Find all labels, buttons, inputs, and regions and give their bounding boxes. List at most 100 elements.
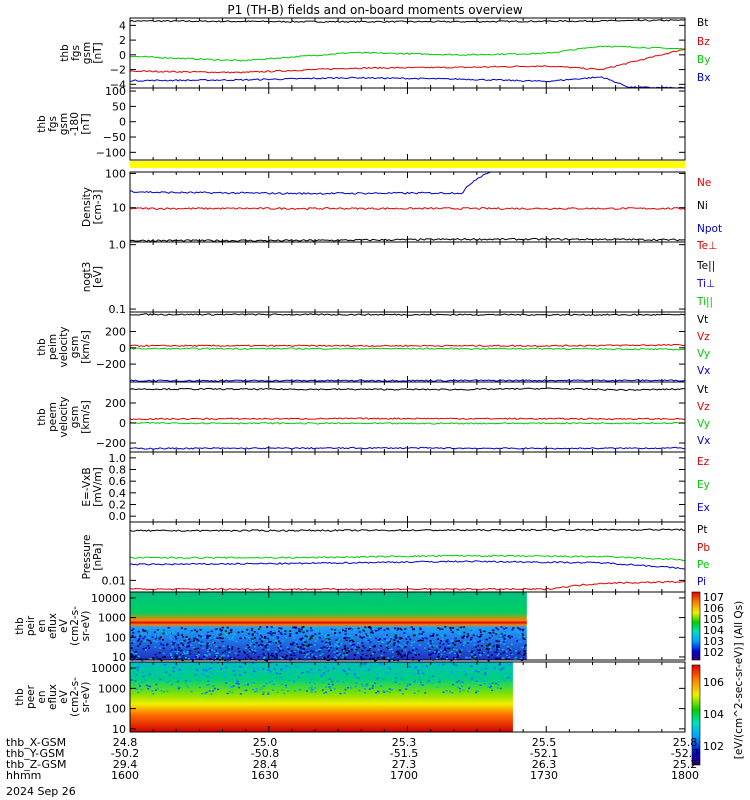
spectrogram-pixel	[424, 692, 427, 694]
spectrogram-pixel	[351, 645, 354, 648]
spectrogram-pixel	[485, 680, 488, 682]
spectrogram-pixel	[141, 681, 143, 683]
spectrogram-pixel	[480, 678, 483, 680]
spectrogram-pixel	[413, 666, 416, 668]
spectrogram-pixel	[144, 649, 147, 651]
spectrogram-pixel	[219, 657, 222, 659]
spectrogram-pixel	[247, 632, 250, 635]
spectrogram-pixel	[458, 632, 461, 634]
spectrogram-pixel	[133, 641, 136, 643]
spectrogram-pixel	[214, 655, 216, 658]
spectrogram-pixel	[522, 628, 525, 631]
spectrogram-pixel	[251, 638, 254, 641]
spectrogram-pixel	[429, 645, 432, 647]
spectrogram-pixel	[518, 628, 521, 630]
spectrogram-pixel	[138, 676, 141, 679]
spectrogram-pixel	[254, 690, 256, 693]
peir_spectrogram-image	[130, 592, 527, 660]
spectrogram-pixel	[332, 631, 334, 633]
spectrogram-pixel	[147, 636, 150, 639]
spectrogram-pixel	[367, 626, 370, 629]
spectrogram-pixel	[267, 632, 270, 634]
spectrogram-pixel	[291, 644, 294, 646]
spectrogram-pixel	[444, 634, 447, 637]
spectrogram-pixel	[499, 669, 502, 671]
spectrogram-pixel	[281, 649, 284, 652]
spectrogram-pixel	[468, 665, 471, 668]
spectrogram-pixel	[151, 670, 154, 673]
ylabel-line: [nPa]	[92, 543, 104, 570]
spectrogram-pixel	[277, 656, 280, 659]
spectrogram-pixel	[201, 693, 204, 695]
spectrogram-pixel	[488, 630, 491, 633]
spectrogram-pixel	[404, 635, 407, 637]
spectrogram-pixel	[467, 640, 470, 643]
spectrogram-pixel	[289, 658, 292, 660]
ephemeris-value: 24.8	[113, 736, 138, 749]
spectrogram-pixel	[221, 651, 224, 654]
spectrogram-pixel	[394, 627, 396, 630]
spectrogram-pixel	[306, 651, 309, 653]
spectrogram-pixel	[307, 645, 310, 647]
spectrogram-pixel	[135, 674, 138, 676]
fgs_gsm-series-Bz	[129, 48, 686, 74]
peer_spectrogram-ylabel: thb peer en eflux eV (cm2-s-sr-eV)	[14, 677, 92, 717]
spectrogram-pixel	[154, 635, 157, 637]
spectrogram-pixel	[359, 635, 362, 638]
spectrogram-pixel	[463, 626, 466, 628]
spectrogram-pixel	[304, 635, 307, 637]
spectrogram-pixel	[199, 629, 202, 631]
spectrogram-pixel	[510, 635, 513, 638]
spectrogram-pixel	[408, 665, 411, 668]
spectrogram-pixel	[470, 628, 473, 630]
spectrogram-pixel	[448, 644, 451, 646]
spectrogram-pixel	[259, 688, 262, 691]
spectrogram-pixel	[514, 628, 517, 631]
spectrogram-pixel	[250, 629, 253, 632]
spectrogram-pixel	[476, 660, 479, 662]
spectrogram-pixel	[130, 647, 133, 649]
spectrogram-pixel	[380, 685, 382, 687]
spectrogram-pixel	[358, 642, 361, 645]
spectrogram-pixel	[295, 632, 298, 634]
spectrogram-pixel	[383, 635, 386, 638]
spectrogram-pixel	[279, 673, 281, 675]
spectrogram-pixel	[306, 671, 309, 673]
spectrogram-pixel	[488, 644, 490, 646]
spectrogram-pixel	[404, 646, 407, 648]
spectrogram-pixel	[149, 673, 152, 675]
spectrogram-pixel	[268, 637, 271, 639]
spectrogram-pixel	[437, 627, 440, 629]
spectrogram-pixel	[360, 637, 363, 639]
spectrogram-pixel	[174, 652, 177, 655]
efield-ylabel: E=-VxB [mV/m]	[81, 467, 104, 506]
spectrogram-pixel	[449, 627, 452, 629]
spectrogram-pixel	[442, 691, 445, 693]
spectrogram-pixel	[228, 632, 230, 634]
spectrogram-pixel	[260, 636, 263, 639]
spectrogram-pixel	[154, 689, 157, 691]
spectrogram-pixel	[479, 684, 482, 686]
spectrogram-pixel	[505, 627, 508, 629]
spectrogram-pixel	[258, 628, 261, 630]
spectrogram-pixel	[509, 664, 511, 666]
spectrogram-pixel	[461, 681, 464, 683]
spectrogram-pixel	[343, 692, 346, 694]
spectrogram-pixel	[277, 644, 280, 647]
spectrogram-pixel	[334, 632, 336, 635]
spectrogram-pixel	[184, 682, 187, 684]
y-tick-label: 0	[119, 342, 126, 355]
colorbar-tick: 106	[703, 602, 724, 615]
spectrogram-pixel	[386, 646, 389, 648]
spectrogram-pixel	[165, 632, 168, 634]
spectrogram-pixel	[213, 650, 216, 652]
spectrogram-pixel	[284, 658, 287, 660]
spectrogram-pixel	[170, 683, 173, 686]
spectrogram-pixel	[230, 686, 233, 688]
spectrogram-pixel	[434, 630, 437, 633]
spectrogram-pixel	[366, 633, 369, 636]
spectrogram-pixel	[189, 640, 192, 643]
